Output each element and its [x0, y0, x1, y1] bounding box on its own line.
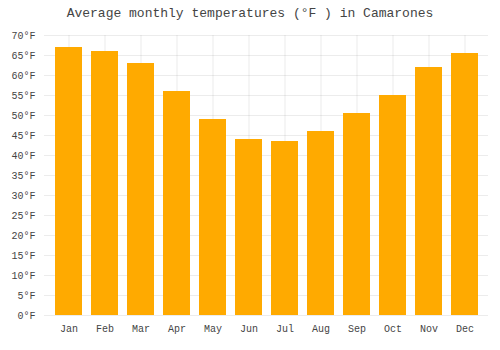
- svg-text:Mar: Mar: [132, 324, 150, 335]
- svg-text:5°F: 5°F: [17, 291, 35, 302]
- svg-text:25°F: 25°F: [11, 211, 35, 222]
- svg-text:65°F: 65°F: [11, 51, 35, 62]
- svg-text:70°F: 70°F: [11, 31, 35, 42]
- svg-text:40°F: 40°F: [11, 151, 35, 162]
- svg-text:10°F: 10°F: [11, 271, 35, 282]
- svg-text:20°F: 20°F: [11, 231, 35, 242]
- svg-text:Jun: Jun: [240, 324, 258, 335]
- svg-text:Dec: Dec: [456, 324, 474, 335]
- svg-text:Jul: Jul: [276, 324, 294, 335]
- svg-text:Nov: Nov: [420, 324, 438, 335]
- svg-text:45°F: 45°F: [11, 131, 35, 142]
- svg-text:60°F: 60°F: [11, 71, 35, 82]
- svg-text:Oct: Oct: [384, 324, 402, 335]
- svg-text:35°F: 35°F: [11, 171, 35, 182]
- svg-text:Feb: Feb: [96, 324, 114, 335]
- svg-text:Sep: Sep: [348, 324, 366, 335]
- html-text:Average monthly temperatures (: Average monthly temperatures (°F ) in Ca…: [66, 6, 434, 21]
- svg-text:30°F: 30°F: [11, 191, 35, 202]
- svg-text:0°F: 0°F: [17, 311, 35, 322]
- svg-text:May: May: [204, 324, 222, 335]
- svg-text:15°F: 15°F: [11, 251, 35, 262]
- svg-text:Jan: Jan: [60, 324, 78, 335]
- svg-text:55°F: 55°F: [11, 91, 35, 102]
- svg-text:50°F: 50°F: [11, 111, 35, 122]
- svg-text:Aug: Aug: [312, 324, 330, 335]
- svg-text:Apr: Apr: [168, 324, 186, 335]
